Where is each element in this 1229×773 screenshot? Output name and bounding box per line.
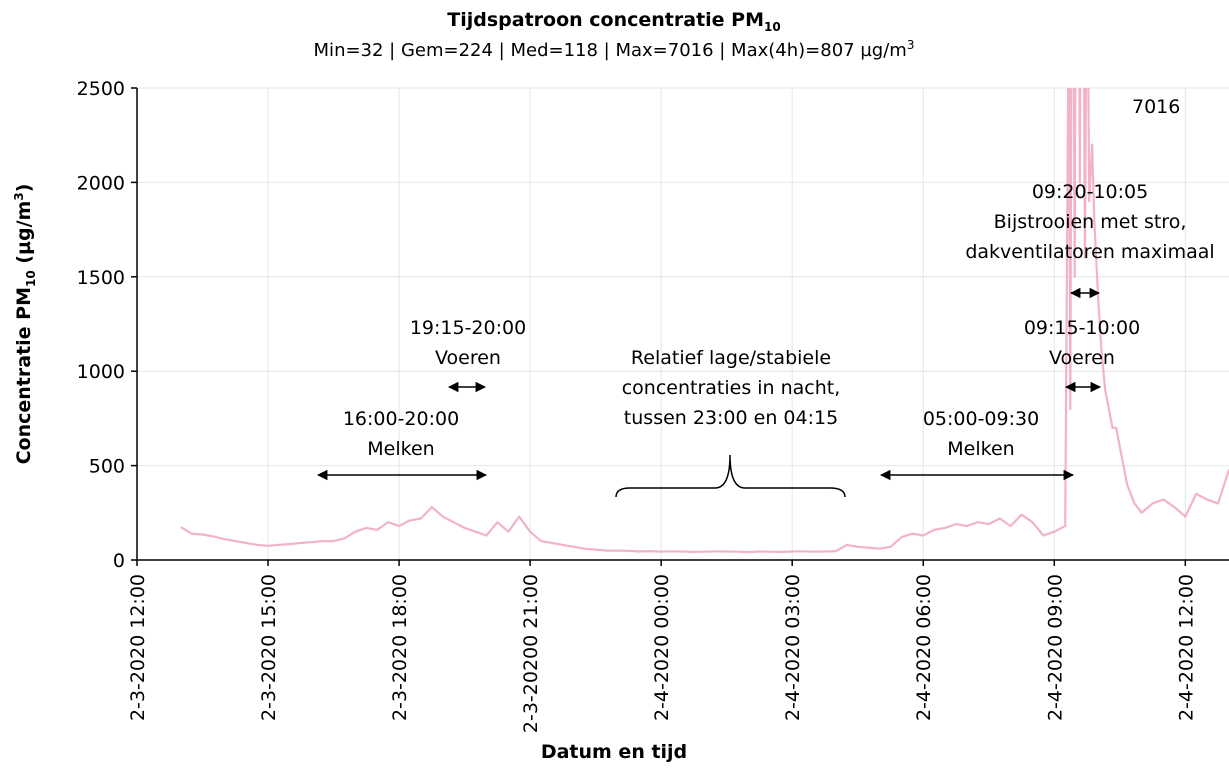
annotation: tussen 23:00 en 04:15 [624, 407, 838, 429]
axes: 0 500 1000 1500 2000 2500 2-3-2020 12:00 2-3-20… [77, 78, 1198, 733]
annotation: 05:00-09:30 [923, 408, 1039, 430]
annotation: dakventilatoren maximaal [965, 241, 1214, 263]
chart-title: Tijdspatroon concentratie PM10 [447, 9, 780, 34]
annotation: Relatief lage/stabiele [631, 347, 831, 369]
plot-area [180, 88, 1229, 554]
y-tick-label: 1000 [77, 361, 125, 383]
annotation: Melken [947, 438, 1014, 460]
annotation-arrows [316, 287, 1102, 498]
annotation: 16:00-20:00 [343, 408, 459, 430]
y-tick-label: 500 [89, 456, 125, 478]
data-line [180, 88, 1229, 554]
annotation: 09:20-10:05 [1032, 181, 1148, 203]
y-tick-label: 2500 [77, 78, 125, 100]
annotation: 19:15-20:00 [410, 317, 526, 339]
annotation: Bijstrooien met stro, [994, 211, 1187, 233]
chart-subtitle: Min=32 | Gem=224 | Med=118 | Max=7016 | … [314, 38, 915, 61]
x-tick-label: 2-3-20200 21:00 [520, 574, 542, 733]
brace [615, 454, 846, 498]
annotation: Melken [367, 438, 434, 460]
annotation: 7016 [1132, 96, 1180, 118]
x-tick-label: 2-3-2020 12:00 [127, 574, 149, 721]
annotation: concentraties in nacht, [622, 377, 841, 399]
y-tick-label: 2000 [77, 172, 125, 194]
grid [136, 87, 1229, 561]
x-tick-label: 2-3-2020 18:00 [389, 574, 411, 721]
annotation: Voeren [1049, 347, 1115, 369]
annotations: 19:15-20:00 Voeren 16:00-20:00 Melken Relati… [343, 96, 1215, 460]
x-tick-label: 2-4-2020 03:00 [782, 574, 804, 721]
x-axis-label: Datum en tijd [541, 741, 687, 763]
x-tick-label: 2-4-2020 12:00 [1175, 574, 1197, 721]
y-tick-label: 0 [113, 550, 125, 572]
y-axis-label: Concentratie PM10 (µg/m3) [12, 184, 38, 465]
x-tick-label: 2-4-2020 00:00 [651, 574, 673, 721]
x-tick-label: 2-4-2020 06:00 [913, 574, 935, 721]
annotation: Voeren [435, 347, 501, 369]
y-tick-label: 1500 [77, 267, 125, 289]
x-tick-label: 2-3-2020 15:00 [258, 574, 280, 721]
annotation: 09:15-10:00 [1024, 317, 1140, 339]
x-tick-label: 2-4-2020 09:00 [1044, 574, 1066, 721]
